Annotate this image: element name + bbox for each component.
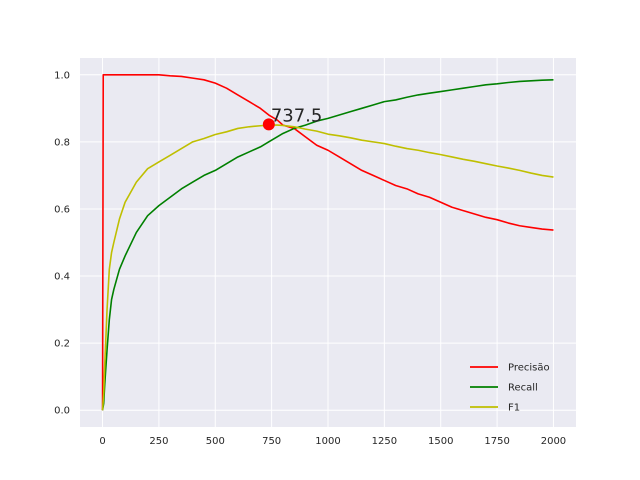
y-tick-label: 0.6 bbox=[54, 204, 70, 215]
x-tick-label: 750 bbox=[262, 436, 281, 447]
legend-label-0: Precisão bbox=[508, 363, 550, 374]
x-tick-label: 1750 bbox=[484, 436, 509, 447]
legend-label-1: Recall bbox=[508, 383, 538, 394]
series-lines bbox=[101, 73, 554, 411]
x-tick-label: 2000 bbox=[541, 436, 566, 447]
y-axis: 0.0 0.2 0.4 0.6 0.8 1.0 bbox=[54, 70, 70, 416]
series-line-2 bbox=[101, 124, 554, 411]
annotation: 737.5 bbox=[262, 105, 323, 131]
y-tick-label: 0.2 bbox=[54, 339, 70, 350]
legend-label-2: F1 bbox=[508, 403, 520, 414]
y-tick-label: 0.8 bbox=[54, 137, 70, 148]
y-tick-label: 0.0 bbox=[54, 406, 70, 417]
x-tick-label: 500 bbox=[206, 436, 225, 447]
x-tick-label: 1250 bbox=[372, 436, 397, 447]
x-tick-label: 0 bbox=[99, 436, 105, 447]
grid bbox=[80, 58, 576, 427]
legend: Precisão Recall F1 bbox=[470, 363, 550, 414]
x-tick-label: 1500 bbox=[428, 436, 453, 447]
series-line-1 bbox=[101, 79, 554, 411]
x-axis: 0 250 500 750 1000 1250 1500 1750 2000 bbox=[99, 436, 566, 447]
y-tick-label: 1.0 bbox=[54, 70, 70, 81]
y-tick-label: 0.4 bbox=[54, 272, 70, 283]
x-tick-label: 250 bbox=[149, 436, 168, 447]
annotation-marker bbox=[262, 118, 275, 131]
x-tick-label: 1000 bbox=[315, 436, 340, 447]
series-line-0 bbox=[101, 73, 554, 411]
annotation-label: 737.5 bbox=[271, 105, 323, 126]
